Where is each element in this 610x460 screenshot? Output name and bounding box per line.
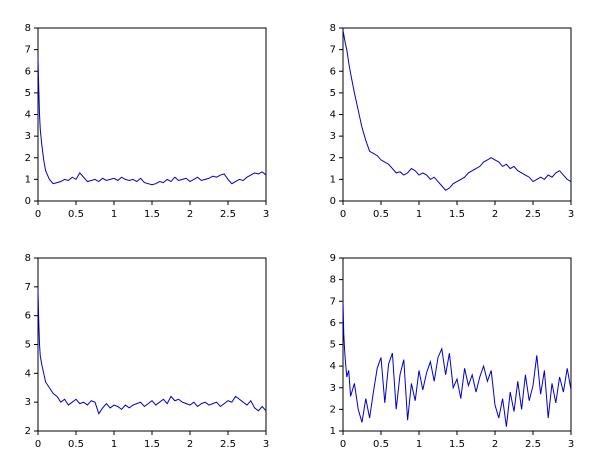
y-tick-label: 3	[330, 383, 336, 394]
y-tick-label: 5	[330, 340, 336, 351]
data-line	[37, 58, 267, 186]
x-tick-label: 2.5	[525, 209, 541, 220]
x-tick-label: 0.5	[68, 209, 84, 220]
y-tick-label: 3	[25, 131, 31, 142]
y-tick-label: 4	[25, 110, 31, 121]
y-tick-label: 7	[330, 296, 336, 307]
y-tick-label: 3	[25, 397, 31, 408]
x-tick-label: 0.5	[68, 439, 84, 450]
y-tick-label: 2	[25, 426, 31, 437]
y-tick-label: 8	[25, 253, 31, 264]
data-line	[342, 301, 572, 427]
data-line	[342, 30, 572, 191]
x-tick-label: 1.5	[144, 439, 160, 450]
x-tick-label: 0.5	[373, 209, 389, 220]
x-tick-label: 1	[416, 439, 422, 450]
x-tick-label: 2	[187, 439, 193, 450]
x-tick-label: 2.5	[525, 439, 541, 450]
x-tick-label: 1	[416, 209, 422, 220]
x-tick-label: 1.5	[449, 209, 465, 220]
y-tick-label: 6	[25, 311, 31, 322]
x-tick-label: 3	[263, 439, 269, 450]
x-tick-label: 2.5	[220, 439, 236, 450]
y-tick-label: 2	[25, 153, 31, 164]
y-tick-label: 6	[25, 66, 31, 77]
y-tick-label: 8	[330, 275, 336, 286]
x-tick-label: 1	[111, 209, 117, 220]
y-tick-label: 7	[25, 45, 31, 56]
x-tick-label: 0	[340, 439, 346, 450]
y-tick-label: 5	[25, 88, 31, 99]
y-tick-label: 9	[330, 253, 336, 264]
y-tick-label: 5	[25, 340, 31, 351]
y-tick-label: 7	[330, 45, 336, 56]
y-tick-label: 2	[330, 404, 336, 415]
y-tick-label: 2	[330, 153, 336, 164]
x-tick-label: 0.5	[373, 439, 389, 450]
axes-frame	[342, 257, 572, 432]
x-tick-label: 1	[111, 439, 117, 450]
x-tick-label: 1.5	[449, 439, 465, 450]
axes-frame	[342, 27, 572, 202]
x-tick-label: 0	[35, 209, 41, 220]
x-tick-label: 1.5	[144, 209, 160, 220]
axes-frame	[37, 27, 267, 202]
x-tick-label: 2	[492, 439, 498, 450]
x-tick-label: 3	[568, 209, 574, 220]
y-tick-label: 4	[25, 368, 31, 379]
data-line	[37, 289, 267, 415]
y-tick-label: 7	[25, 282, 31, 293]
y-tick-label: 1	[330, 426, 336, 437]
x-tick-label: 2	[492, 209, 498, 220]
y-tick-label: 6	[330, 318, 336, 329]
y-tick-label: 4	[330, 110, 336, 121]
y-tick-label: 3	[330, 131, 336, 142]
axes-frame	[37, 257, 267, 432]
x-tick-label: 0	[340, 209, 346, 220]
x-tick-label: 3	[263, 209, 269, 220]
y-tick-label: 8	[25, 23, 31, 34]
x-tick-label: 2.5	[220, 209, 236, 220]
y-tick-label: 1	[25, 174, 31, 185]
y-tick-label: 0	[330, 196, 336, 207]
y-tick-label: 5	[330, 88, 336, 99]
y-tick-label: 4	[330, 361, 336, 372]
y-tick-label: 0	[25, 196, 31, 207]
x-tick-label: 3	[568, 439, 574, 450]
y-tick-label: 6	[330, 66, 336, 77]
y-tick-label: 1	[330, 174, 336, 185]
y-tick-label: 8	[330, 23, 336, 34]
x-tick-label: 0	[35, 439, 41, 450]
x-tick-label: 2	[187, 209, 193, 220]
